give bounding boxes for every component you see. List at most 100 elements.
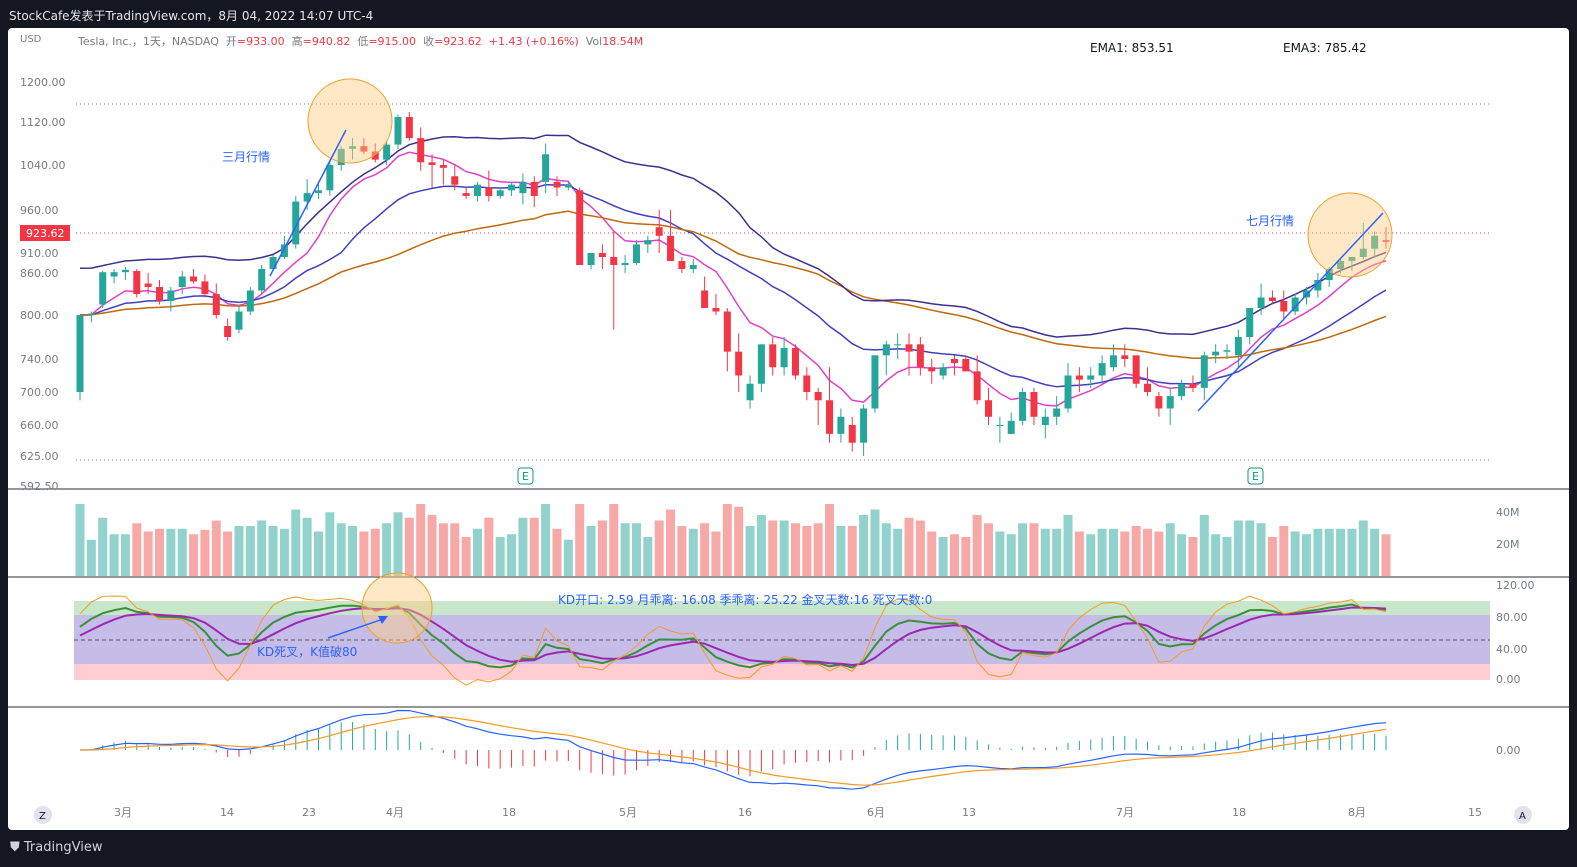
time-tick-label: 15 (1468, 806, 1482, 819)
auto-scale-button[interactable]: A (1508, 800, 1538, 830)
footer-bar: Z A ⛊ TradingView (0, 806, 1577, 867)
candle-body (212, 294, 220, 315)
ema1-legend: EMA1: 853.51 (1084, 37, 1180, 59)
price-tick-label: 700.00 (20, 386, 59, 399)
candle-body (428, 162, 436, 165)
volume-bar (154, 528, 164, 576)
volume-bar (1108, 528, 1118, 576)
price-axis: 1200.00 1120.00 1040.00 960.00 910.00 860.00 8… (20, 76, 66, 493)
volume-bar (382, 523, 392, 576)
volume-bar (984, 523, 994, 576)
volume-bar (507, 534, 517, 576)
candle-body (701, 290, 709, 308)
candle-body (155, 287, 163, 301)
price-tick-label: 960.00 (20, 204, 59, 217)
chart-frame[interactable]: USD Tesla, Inc.，1天，NASDAQ 开=933.00 高=940… (8, 28, 1569, 830)
candle-body (269, 257, 277, 269)
volume-bar (666, 509, 676, 576)
candles-group (76, 112, 1390, 456)
volume-bar (631, 523, 641, 576)
candle-body (292, 201, 300, 245)
volume-bar (325, 512, 335, 576)
zoom-button[interactable]: Z (28, 800, 58, 830)
candle-body (1359, 248, 1367, 257)
price-tick-label: 910.00 (20, 247, 59, 260)
candle-body (530, 181, 538, 196)
volume-bar (847, 526, 857, 576)
candle-body (314, 190, 322, 194)
ema3-legend: EMA3: 785.42 (1277, 37, 1373, 59)
volume-bar (779, 520, 789, 576)
auto-button-text: A (1519, 811, 1526, 822)
currency-label: USD (20, 34, 42, 45)
zoom-button-bg (34, 806, 52, 824)
volume-bar (836, 526, 846, 576)
volume-bar (552, 528, 562, 576)
volume-bar (1370, 528, 1380, 576)
macd-tick-label: 0.00 (1496, 744, 1521, 757)
candle-body (1212, 351, 1220, 356)
candle-body (598, 253, 606, 257)
kd-tick-label: 80.00 (1496, 611, 1528, 624)
july-trend-arrow (1197, 212, 1384, 412)
low-label: 低 (357, 35, 369, 48)
candle-body (564, 184, 572, 188)
kd-arrow-head (378, 616, 388, 624)
volume-bar (654, 520, 664, 576)
volume-bar (802, 526, 812, 576)
volume-bar (313, 531, 323, 576)
candle-body (1030, 392, 1038, 417)
ema-mid-line (79, 183, 1387, 388)
earnings-marker-apr-text: E (522, 470, 529, 483)
candle-body (258, 269, 266, 291)
volume-bar (1267, 537, 1277, 576)
price-tick-label: 1040.00 (20, 159, 66, 172)
price-tick-label: 860.00 (20, 267, 59, 280)
volume-bar (1177, 534, 1187, 576)
time-tick-label: 18 (1232, 806, 1246, 819)
candle-body (1007, 420, 1015, 434)
ema1-legend-text: EMA1: 853.51 (1090, 41, 1174, 55)
candle-body (610, 257, 618, 265)
time-tick-label: 7月 (1116, 806, 1134, 819)
symbol-header: Tesla, Inc.，1天，NASDAQ 开=933.00 高=940.82 … (78, 33, 643, 49)
volume-bar (1290, 531, 1300, 576)
volume-bar (1086, 534, 1096, 576)
volume-bar (1074, 531, 1084, 576)
kd-group: 120.00 80.00 40.00 0.00 (74, 579, 1535, 686)
candle-body (996, 425, 1004, 426)
volume-bar (1222, 537, 1232, 576)
candle-body (950, 359, 958, 364)
candle-body (542, 154, 550, 182)
candle-body (99, 272, 107, 305)
candle-body (1246, 308, 1254, 337)
volume-bar (472, 528, 482, 576)
chart-canvas[interactable]: 1200.00 1120.00 1040.00 960.00 910.00 860.00 8… (8, 28, 1569, 830)
price-tick-label: 592.50 (20, 480, 59, 493)
vol-value: 18.54M (602, 35, 644, 48)
high-label: 高 (291, 35, 303, 48)
vol-label: Vol (585, 35, 603, 48)
candle-body (246, 290, 254, 312)
candle-body (439, 165, 447, 168)
volume-bar (1040, 528, 1050, 576)
volume-bar (359, 531, 369, 576)
candle-body (871, 355, 879, 409)
candle-body (735, 351, 743, 376)
candle-body (337, 148, 345, 165)
candle-body (394, 117, 402, 145)
ema-slow-line (79, 210, 1387, 359)
earnings-marker-jul[interactable] (1247, 467, 1264, 485)
candle-body (848, 425, 856, 443)
close-label: 收 (423, 35, 435, 48)
candle-body (1166, 396, 1174, 409)
candle-body (201, 281, 209, 294)
earnings-marker-apr[interactable] (517, 467, 534, 485)
tradingview-logo[interactable]: ⛊ TradingView (10, 840, 102, 855)
time-tick-label: 16 (738, 806, 752, 819)
volume-bar (234, 526, 244, 576)
time-tick-label: 6月 (867, 806, 885, 819)
candle-body (712, 308, 720, 312)
candle-body (451, 176, 459, 185)
july-highlight-circle (1307, 192, 1393, 278)
